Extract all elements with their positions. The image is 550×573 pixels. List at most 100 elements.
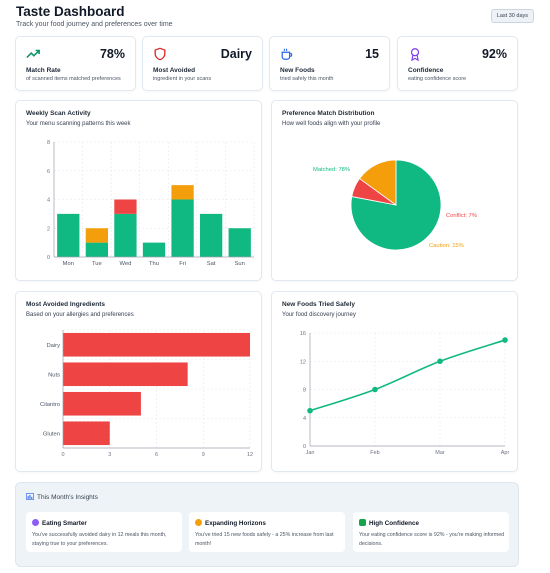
page-subtitle: Track your food journey and preferences … [16, 21, 173, 28]
award-icon [410, 48, 420, 61]
stat-value: 15 [365, 47, 379, 61]
trending-up-icon [26, 49, 40, 59]
new-foods-panel: New Foods Tried Safely Your food discove… [271, 291, 518, 472]
stat-description: tried safely this month [280, 76, 334, 82]
panel-subtitle: How well foods align with your profile [282, 121, 381, 127]
bar [63, 391, 141, 416]
pie-label: Matched: 78% [313, 167, 350, 173]
stat-description: ingredient in your scans [153, 76, 212, 82]
y-tick-label: 4 [303, 416, 306, 422]
x-tick-label: Tue [92, 261, 102, 267]
y-tick-label: Cilantro [40, 402, 60, 408]
pie-slice [359, 159, 397, 206]
x-tick-label: 9 [202, 452, 205, 458]
stat-card-new-foods: 15 New Foods tried safely this month [269, 36, 390, 91]
insights-title: This Month's Insights [37, 494, 98, 501]
stat-label: Most Avoided [153, 67, 196, 74]
insight-text: You've successfully avoided dairy in 12 … [32, 532, 167, 547]
stat-card-match-rate: 78% Match Rate of scanned items matched … [15, 36, 136, 91]
stat-description: eating confidence score [408, 76, 467, 82]
bar-segment [171, 199, 194, 257]
check-icon [359, 519, 366, 526]
x-tick-label: Wed [120, 261, 132, 267]
bar-segment [57, 213, 80, 257]
x-tick-label: 6 [155, 452, 158, 458]
x-tick-label: Jan [306, 450, 315, 456]
stat-label: New Foods [280, 67, 315, 74]
series-line [309, 339, 506, 412]
bar-chart-icon [26, 493, 34, 500]
x-tick-label: Mar [435, 450, 445, 456]
preference-pie-chart: Matched: 78% Conflict: 7% Caution: 15% [313, 159, 477, 251]
stat-card-most-avoided: Dairy Most Avoided ingredient in your sc… [142, 36, 263, 91]
y-tick-label: 12 [300, 359, 306, 365]
insight-heading: Expanding Horizons [205, 520, 266, 527]
date-range-button[interactable]: Last 30 days [490, 9, 534, 23]
bar [63, 421, 110, 446]
new-foods-line-chart: 0 4 8 12 16 Jan Feb Mar Apr [300, 331, 510, 456]
dashboard-header: Taste Dashboard Track your food journey … [16, 4, 536, 30]
y-tick-label: 16 [300, 331, 306, 337]
sparkle-icon [195, 519, 202, 526]
panel-subtitle: Your food discovery journey [282, 312, 356, 318]
stat-label: Confidence [408, 67, 444, 74]
stat-value: 92% [481, 47, 507, 61]
bar-segment [142, 242, 166, 257]
data-point [437, 358, 443, 365]
x-tick-label: 3 [108, 452, 111, 458]
stat-value: 78% [99, 47, 125, 61]
bar [63, 362, 188, 387]
weekly-scan-panel: Weekly Scan Activity Your menu scanning … [15, 100, 262, 281]
x-tick-label: Apr [501, 450, 510, 456]
insight-text: You've tried 15 new foods safely - a 25%… [195, 532, 334, 547]
y-tick-label: 2 [47, 226, 50, 232]
data-point [372, 386, 378, 393]
insight-card-eating-smarter: Eating Smarter You've successfully avoid… [26, 512, 182, 552]
x-tick-label: Sat [207, 261, 216, 267]
y-tick-label: Gluten [43, 431, 60, 437]
y-tick-label: Nuts [48, 372, 60, 378]
data-point [307, 407, 313, 414]
panel-title: New Foods Tried Safely [282, 301, 355, 308]
coffee-cup-icon [281, 48, 293, 60]
data-point [502, 337, 508, 343]
y-tick-label: 0 [303, 444, 306, 450]
bar-segment [228, 228, 251, 257]
avoided-ingredients-panel: Most Avoided Ingredients Based on your a… [15, 291, 262, 472]
y-tick-label: Dairy [46, 343, 60, 349]
weekly-bar-chart: 0 2 4 6 8 Mon Tue Wed Thu Fri Sat Sun [47, 140, 255, 267]
stat-label: Match Rate [26, 67, 61, 74]
x-tick-label: Fri [179, 261, 186, 267]
y-tick-label: 6 [47, 169, 50, 175]
insights-panel: This Month's Insights Eating Smarter You… [15, 482, 519, 567]
panel-title: Preference Match Distribution [282, 110, 375, 117]
y-tick-label: 0 [47, 255, 50, 261]
x-tick-label: Mon [63, 261, 74, 267]
panel-title: Weekly Scan Activity [26, 110, 91, 117]
insight-card-expanding-horizons: Expanding Horizons You've tried 15 new f… [189, 512, 345, 552]
insight-text: Your eating confidence score is 92% - yo… [359, 532, 505, 547]
bar-segment [85, 228, 108, 243]
bar-segment [200, 213, 223, 257]
y-tick-label: 8 [303, 388, 306, 394]
page-title: Taste Dashboard [16, 4, 125, 19]
y-tick-label: 4 [47, 198, 50, 204]
stat-description: of scanned items matched preferences [26, 76, 121, 82]
bar-segment [114, 213, 137, 257]
x-tick-label: Sun [235, 261, 245, 267]
x-tick-label: Thu [149, 261, 159, 267]
preference-distribution-panel: Preference Match Distribution How well f… [271, 100, 518, 281]
panel-title: Most Avoided Ingredients [26, 301, 105, 308]
panel-subtitle: Based on your allergies and preferences [26, 312, 134, 318]
shield-icon [154, 47, 166, 61]
brain-icon [32, 519, 39, 526]
x-tick-label: 12 [247, 452, 253, 458]
bar-segment [114, 199, 137, 214]
stat-card-confidence: 92% Confidence eating confidence score [397, 36, 518, 91]
x-tick-label: 0 [61, 452, 64, 458]
insights-header: This Month's Insights [26, 493, 98, 501]
stat-value: Dairy [220, 47, 252, 61]
y-tick-label: 8 [47, 140, 50, 146]
avoided-bar-chart: 0 3 6 9 12 Dairy Nuts Cilantro Gluten [40, 329, 253, 458]
x-tick-label: Feb [370, 450, 379, 456]
